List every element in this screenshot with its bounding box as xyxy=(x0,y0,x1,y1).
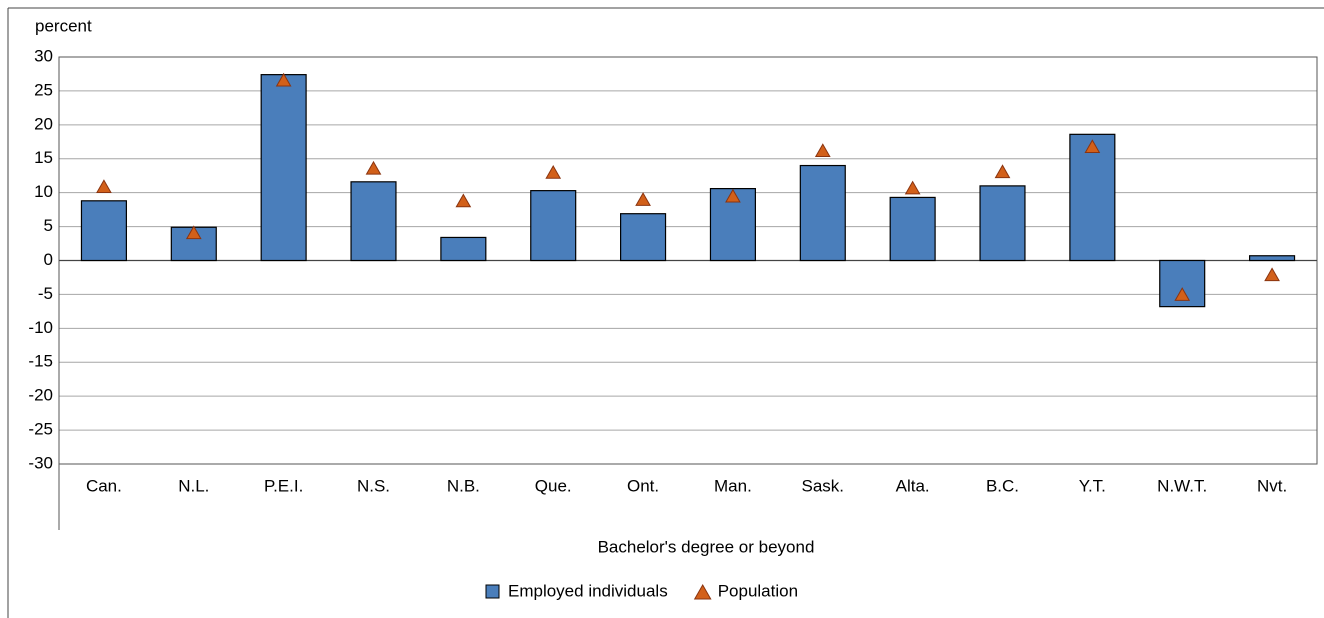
bar xyxy=(260,74,307,262)
x-tick-label: N.W.T. xyxy=(1157,476,1207,495)
bar xyxy=(80,200,127,262)
bar xyxy=(530,190,577,262)
x-tick-label: Sask. xyxy=(802,476,845,495)
x-tick-label: Que. xyxy=(535,476,572,495)
y-axis-label: percent xyxy=(35,16,92,35)
bar xyxy=(440,236,487,262)
bar xyxy=(889,196,936,262)
x-tick-label: P.E.I. xyxy=(264,476,303,495)
marker xyxy=(455,193,472,208)
x-tick-label: N.L. xyxy=(178,476,209,495)
marker xyxy=(1174,287,1191,301)
marker xyxy=(725,188,741,203)
bar xyxy=(979,185,1026,262)
x-tick-label: Alta. xyxy=(896,476,930,495)
y-tick-label: 30 xyxy=(34,46,53,65)
y-tick-label: -5 xyxy=(38,284,53,303)
marker xyxy=(814,143,831,158)
marker xyxy=(904,180,921,195)
x-tick-label: B.C. xyxy=(986,476,1019,495)
x-axis-title: Bachelor's degree or beyond xyxy=(598,537,815,556)
bar xyxy=(1069,133,1116,262)
marker xyxy=(365,160,382,175)
bar xyxy=(350,181,397,262)
legend-swatch xyxy=(693,583,712,600)
marker xyxy=(994,164,1011,179)
marker xyxy=(1264,267,1280,282)
y-tick-label: -30 xyxy=(28,453,53,472)
legend-swatch xyxy=(485,584,500,599)
marker xyxy=(1084,139,1101,153)
bar xyxy=(1249,255,1296,262)
y-tick-label: 15 xyxy=(34,148,53,167)
x-tick-label: Man. xyxy=(714,476,752,495)
marker xyxy=(96,179,112,193)
x-tick-label: Nvt. xyxy=(1257,476,1287,495)
x-tick-label: N.S. xyxy=(357,476,390,495)
x-tick-label: Ont. xyxy=(627,476,659,495)
x-tick-label: Can. xyxy=(86,476,122,495)
bar xyxy=(799,164,846,262)
marker xyxy=(545,164,562,179)
x-tick-label: N.B. xyxy=(447,476,480,495)
y-tick-label: -15 xyxy=(28,352,53,371)
marker xyxy=(275,72,292,87)
legend-label: Employed individuals xyxy=(508,581,668,600)
y-tick-label: 20 xyxy=(34,114,53,133)
x-tick-label: Y.T. xyxy=(1079,476,1106,495)
legend-label: Population xyxy=(718,581,798,600)
y-tick-label: 5 xyxy=(44,216,53,235)
y-tick-label: 25 xyxy=(34,80,53,99)
marker xyxy=(185,225,202,240)
y-tick-label: 10 xyxy=(34,182,53,201)
marker xyxy=(635,192,651,206)
y-tick-label: 0 xyxy=(44,250,53,269)
bar xyxy=(620,213,667,262)
y-tick-label: -10 xyxy=(28,318,53,337)
y-tick-label: -20 xyxy=(28,386,53,405)
y-tick-label: -25 xyxy=(28,420,53,439)
